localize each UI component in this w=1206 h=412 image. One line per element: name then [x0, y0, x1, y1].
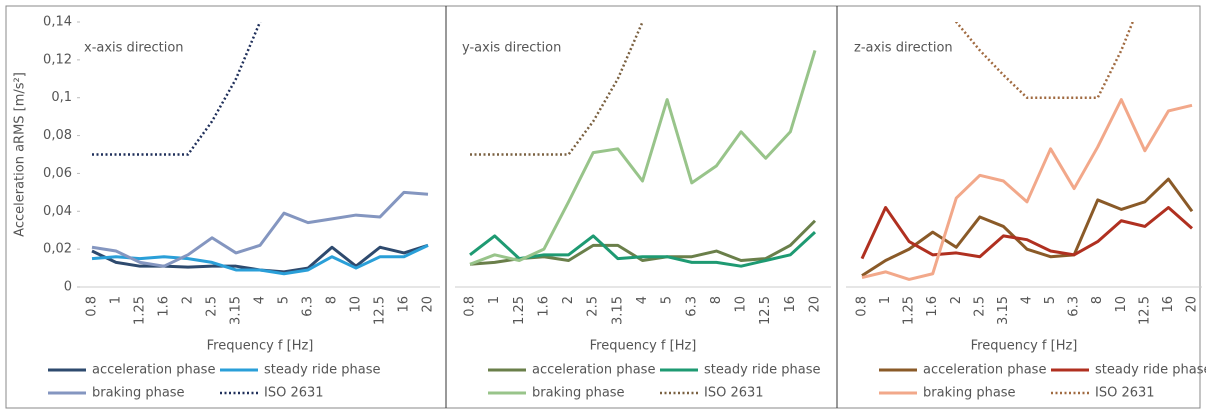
- x-tick-label: 1.25: [133, 296, 148, 325]
- x-axis-label: Frequency f [Hz]: [590, 339, 697, 354]
- x-tick-label: 10: [1114, 296, 1129, 313]
- series-line: [954, 22, 1135, 99]
- legend-label: ISO 2631: [264, 386, 324, 401]
- series-line: [470, 22, 644, 156]
- x-tick-label: 3.15: [996, 296, 1011, 325]
- x-tick-label: 10: [734, 296, 749, 313]
- y-axis-label: Acceleration aRMS [m/s²]: [13, 72, 28, 237]
- x-tick-label: 6.3: [301, 296, 316, 317]
- series-line: [861, 98, 1193, 281]
- legend-label: braking phase: [923, 386, 1016, 401]
- y-tick-label: 0: [64, 280, 72, 295]
- x-tick-label: 2: [181, 296, 196, 304]
- y-tick-label: 0,06: [43, 166, 72, 181]
- y-tick-label: 0,04: [43, 204, 72, 219]
- panel-title: z-axis direction: [854, 41, 953, 56]
- series-line: [92, 22, 262, 156]
- x-tick-label: 6.3: [684, 296, 699, 317]
- x-tick-label: 16: [783, 296, 798, 313]
- x-axis-label: Frequency f [Hz]: [207, 339, 314, 354]
- x-tick-label: 1.25: [512, 296, 527, 325]
- panel-title: x-axis direction: [84, 41, 184, 56]
- x-tick-label: 4: [1020, 296, 1035, 304]
- x-tick-label: 12.5: [1137, 296, 1152, 325]
- x-tick-label: 0.8: [463, 296, 478, 317]
- x-tick-label: 4: [253, 296, 268, 304]
- x-tick-label: 12.5: [758, 296, 773, 325]
- x-tick-label: 8: [709, 296, 724, 304]
- x-tick-label: 20: [1185, 296, 1200, 313]
- series-line: [860, 206, 1193, 260]
- x-tick-label: 1: [878, 296, 893, 304]
- x-tick-label: 16: [1161, 296, 1176, 313]
- x-tick-label: 8: [325, 296, 340, 304]
- x-tick-label: 4: [635, 296, 650, 304]
- series-line: [91, 244, 429, 276]
- x-tick-label: 5: [660, 296, 675, 304]
- x-axis-label: Frequency f [Hz]: [971, 339, 1078, 354]
- legend-label: steady ride phase: [1095, 363, 1206, 378]
- x-tick-label: 2: [561, 296, 576, 304]
- x-tick-label: 1: [109, 296, 124, 304]
- x-tick-label: 3.15: [229, 296, 244, 325]
- legend-label: ISO 2631: [1095, 386, 1155, 401]
- x-tick-label: 10: [349, 296, 364, 313]
- legend-label: acceleration phase: [532, 363, 655, 378]
- x-tick-label: 16: [397, 296, 412, 313]
- legend-label: braking phase: [92, 386, 185, 401]
- x-tick-label: 3.15: [610, 296, 625, 325]
- series-line: [861, 177, 1194, 277]
- y-tick-label: 0,1: [51, 90, 72, 105]
- legend-label: steady ride phase: [264, 363, 380, 378]
- panel-title: y-axis direction: [462, 41, 561, 56]
- x-tick-label: 8: [1090, 296, 1105, 304]
- y-tick-label: 0,14: [43, 15, 72, 30]
- x-tick-label: 2.5: [205, 296, 220, 317]
- x-tick-label: 2.5: [972, 296, 987, 317]
- series-line: [469, 49, 817, 266]
- x-tick-label: 1.25: [902, 296, 917, 325]
- x-tick-label: 12.5: [373, 296, 388, 325]
- series-line: [91, 190, 429, 268]
- x-tick-label: 5: [1043, 296, 1058, 304]
- x-tick-label: 6.3: [1067, 296, 1082, 317]
- x-tick-label: 20: [421, 296, 436, 313]
- x-tick-label: 5: [277, 296, 292, 304]
- legend-label: acceleration phase: [92, 363, 215, 378]
- x-tick-label: 2.5: [586, 296, 601, 317]
- x-tick-label: 1: [487, 296, 502, 304]
- x-tick-label: 0.8: [855, 296, 870, 317]
- legend-label: steady ride phase: [704, 363, 820, 378]
- legend-label: ISO 2631: [704, 386, 764, 401]
- y-tick-label: 0,02: [43, 242, 72, 257]
- frame: [5, 5, 1201, 409]
- x-tick-label: 1.6: [157, 296, 172, 317]
- legend-label: braking phase: [532, 386, 625, 401]
- legend-label: acceleration phase: [923, 363, 1046, 378]
- x-tick-label: 1.6: [536, 296, 551, 317]
- x-tick-label: 1.6: [925, 296, 940, 317]
- y-tick-label: 0,08: [43, 128, 72, 143]
- x-tick-label: 20: [808, 296, 823, 313]
- y-tick-label: 0,12: [43, 52, 72, 67]
- x-tick-label: 2: [949, 296, 964, 304]
- x-tick-label: 0.8: [85, 296, 100, 317]
